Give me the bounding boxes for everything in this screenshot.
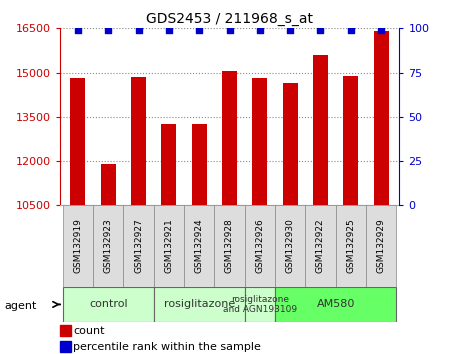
Point	[286, 27, 294, 33]
Bar	[60, 341, 71, 353]
Bar	[60, 325, 71, 336]
Bar	[252, 79, 268, 205]
Title: GDS2453 / 211968_s_at: GDS2453 / 211968_s_at	[146, 12, 313, 26]
Bar	[214, 205, 245, 287]
Bar	[191, 124, 207, 205]
Bar	[283, 83, 298, 205]
Bar	[336, 205, 366, 287]
Text: GSM132925: GSM132925	[346, 219, 355, 273]
Point	[135, 27, 142, 33]
Text: GSM132922: GSM132922	[316, 219, 325, 273]
Text: GSM132921: GSM132921	[164, 219, 174, 273]
Bar	[161, 124, 176, 205]
Point	[165, 27, 173, 33]
Text: GSM132923: GSM132923	[104, 219, 113, 273]
Bar	[123, 205, 154, 287]
Bar	[154, 205, 184, 287]
Bar	[101, 164, 116, 205]
Bar	[63, 287, 154, 322]
Text: AM580: AM580	[316, 299, 355, 309]
Text: agent: agent	[5, 301, 37, 311]
Text: GSM132924: GSM132924	[195, 219, 204, 273]
Bar	[93, 205, 123, 287]
Text: count: count	[73, 326, 105, 336]
Text: rosiglitazone: rosiglitazone	[163, 299, 235, 309]
Text: GSM132928: GSM132928	[225, 219, 234, 273]
Bar	[374, 31, 389, 205]
Bar	[343, 75, 358, 205]
Bar	[275, 287, 396, 322]
Bar	[305, 205, 336, 287]
Bar	[222, 71, 237, 205]
Bar	[245, 287, 275, 322]
Point	[196, 27, 203, 33]
Text: rosiglitazone
and AGN193109: rosiglitazone and AGN193109	[223, 295, 297, 314]
Bar	[131, 77, 146, 205]
Bar	[70, 79, 85, 205]
Point	[347, 27, 354, 33]
Bar	[366, 205, 396, 287]
Text: GSM132927: GSM132927	[134, 219, 143, 273]
Point	[256, 27, 263, 33]
Text: GSM132926: GSM132926	[255, 219, 264, 273]
Text: control: control	[89, 299, 128, 309]
Bar	[245, 205, 275, 287]
Bar	[313, 55, 328, 205]
Text: GSM132929: GSM132929	[377, 219, 386, 273]
Point	[74, 27, 82, 33]
Bar	[184, 205, 214, 287]
Bar	[154, 287, 245, 322]
Point	[377, 27, 385, 33]
Point	[317, 27, 324, 33]
Bar	[63, 205, 93, 287]
Bar	[275, 205, 305, 287]
Text: GSM132919: GSM132919	[73, 218, 82, 274]
Text: percentile rank within the sample: percentile rank within the sample	[73, 342, 261, 352]
Point	[105, 27, 112, 33]
Text: GSM132930: GSM132930	[285, 218, 295, 274]
Point	[226, 27, 233, 33]
